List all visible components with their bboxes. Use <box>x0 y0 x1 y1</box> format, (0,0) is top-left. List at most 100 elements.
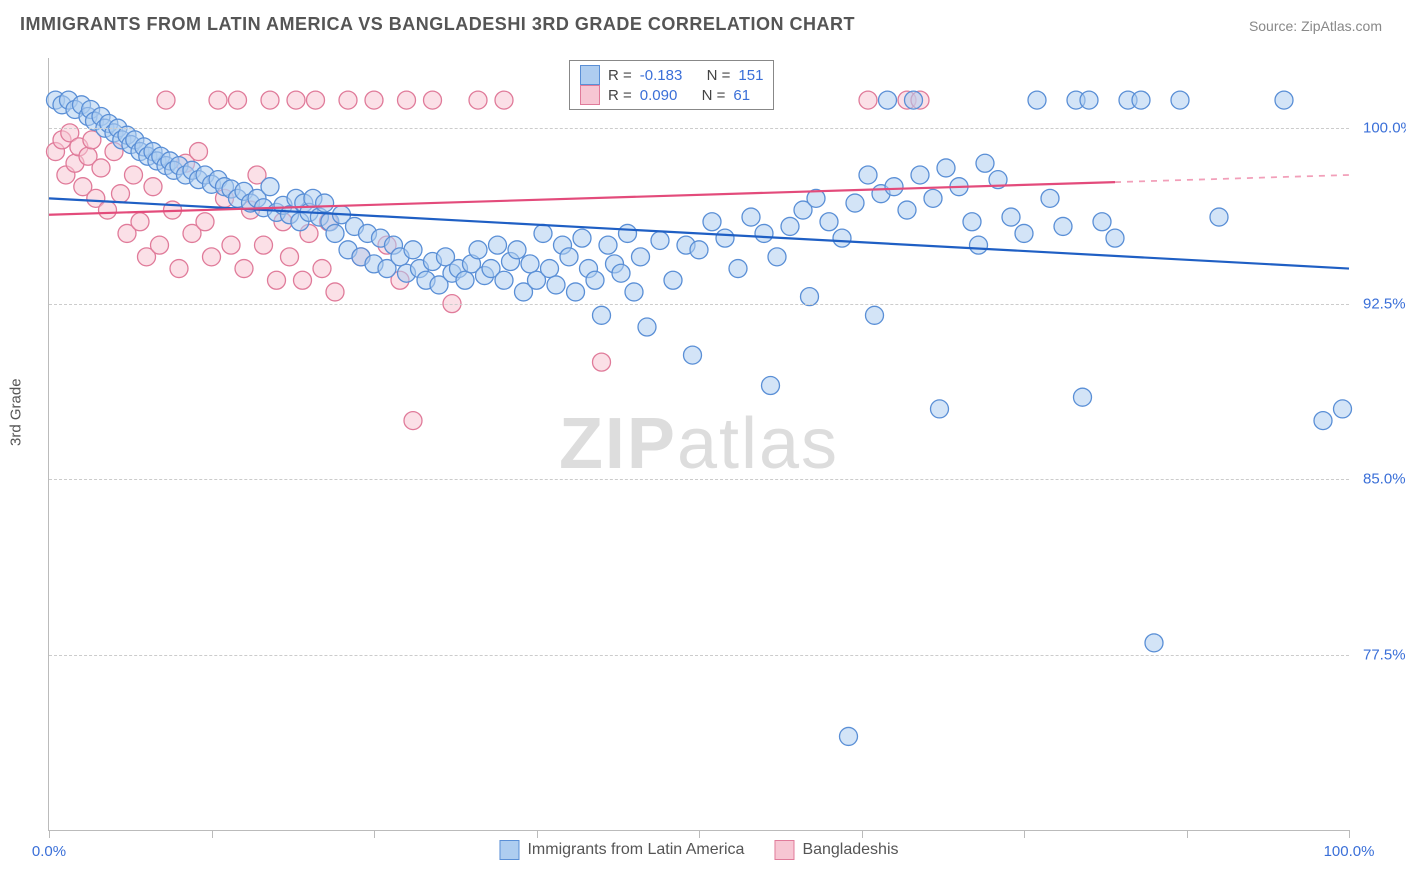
source-name: ZipAtlas.com <box>1301 18 1382 34</box>
data-point <box>157 91 175 109</box>
data-point <box>508 241 526 259</box>
data-point <box>209 91 227 109</box>
data-point <box>1002 208 1020 226</box>
chart-title: IMMIGRANTS FROM LATIN AMERICA VS BANGLAD… <box>20 14 855 35</box>
stats-row-pink: R = 0.090 N = 61 <box>580 85 763 105</box>
val-r-blue: -0.183 <box>640 67 683 84</box>
y-tick-label: 85.0% <box>1355 471 1406 488</box>
data-point <box>1015 224 1033 242</box>
data-point <box>222 236 240 254</box>
data-point <box>684 346 702 364</box>
data-point <box>326 283 344 301</box>
data-point <box>931 400 949 418</box>
data-point <box>339 91 357 109</box>
data-point <box>651 231 669 249</box>
data-point <box>586 271 604 289</box>
val-n-blue: 151 <box>738 67 763 84</box>
data-point <box>404 412 422 430</box>
data-point <box>316 194 334 212</box>
data-point <box>846 194 864 212</box>
x-tick <box>212 830 213 838</box>
data-point <box>287 91 305 109</box>
data-point <box>924 189 942 207</box>
x-tick-label: 100.0% <box>1324 843 1375 860</box>
x-tick <box>1024 830 1025 838</box>
data-point <box>235 260 253 278</box>
data-point <box>456 271 474 289</box>
y-tick-label: 92.5% <box>1355 295 1406 312</box>
data-point <box>255 236 273 254</box>
data-point <box>1074 388 1092 406</box>
data-point <box>495 91 513 109</box>
swatch-blue <box>499 840 519 860</box>
gridline <box>49 128 1349 129</box>
data-point <box>170 260 188 278</box>
data-point <box>294 271 312 289</box>
x-tick-label: 0.0% <box>32 843 66 860</box>
data-point <box>885 178 903 196</box>
data-point <box>866 306 884 324</box>
data-point <box>1093 213 1111 231</box>
bottom-legend: Immigrants from Latin America Bangladesh… <box>499 840 898 860</box>
data-point <box>632 248 650 266</box>
data-point <box>768 248 786 266</box>
x-tick <box>699 830 700 838</box>
data-point <box>970 236 988 254</box>
data-point <box>638 318 656 336</box>
data-point <box>664 271 682 289</box>
data-point <box>612 264 630 282</box>
gridline <box>49 304 1349 305</box>
data-point <box>820 213 838 231</box>
val-n-pink: 61 <box>733 87 750 104</box>
y-tick-label: 100.0% <box>1355 120 1406 137</box>
data-point <box>196 213 214 231</box>
swatch-pink <box>774 840 794 860</box>
data-point <box>268 271 286 289</box>
data-point <box>1334 400 1352 418</box>
data-point <box>976 154 994 172</box>
label-r: R = <box>608 67 632 84</box>
data-point <box>703 213 721 231</box>
data-point <box>1132 91 1150 109</box>
data-point <box>534 224 552 242</box>
data-point <box>469 91 487 109</box>
label-n: N = <box>702 87 726 104</box>
data-point <box>619 224 637 242</box>
data-point <box>742 208 760 226</box>
stats-row-blue: R = -0.183 N = 151 <box>580 65 763 85</box>
chart-svg <box>49 58 1349 830</box>
data-point <box>879 91 897 109</box>
y-axis-label: 3rd Grade <box>8 378 25 446</box>
data-point <box>859 166 877 184</box>
x-tick <box>537 830 538 838</box>
data-point <box>313 260 331 278</box>
data-point <box>859 91 877 109</box>
source-prefix: Source: <box>1249 18 1301 34</box>
data-point <box>203 248 221 266</box>
gridline <box>49 655 1349 656</box>
label-r: R = <box>608 87 632 104</box>
data-point <box>593 353 611 371</box>
data-point <box>1106 229 1124 247</box>
data-point <box>716 229 734 247</box>
data-point <box>541 260 559 278</box>
data-point <box>1171 91 1189 109</box>
label-n: N = <box>707 67 731 84</box>
data-point <box>762 377 780 395</box>
data-point <box>1210 208 1228 226</box>
gridline <box>49 479 1349 480</box>
data-point <box>1275 91 1293 109</box>
data-point <box>573 229 591 247</box>
data-point <box>833 229 851 247</box>
stats-legend: R = -0.183 N = 151 R = 0.090 N = 61 <box>569 60 774 110</box>
swatch-pink <box>580 85 600 105</box>
data-point <box>755 224 773 242</box>
data-point <box>1028 91 1046 109</box>
data-point <box>112 185 130 203</box>
data-point <box>1080 91 1098 109</box>
data-point <box>599 236 617 254</box>
data-point <box>1041 189 1059 207</box>
data-point <box>593 306 611 324</box>
data-point <box>281 248 299 266</box>
data-point <box>398 91 416 109</box>
